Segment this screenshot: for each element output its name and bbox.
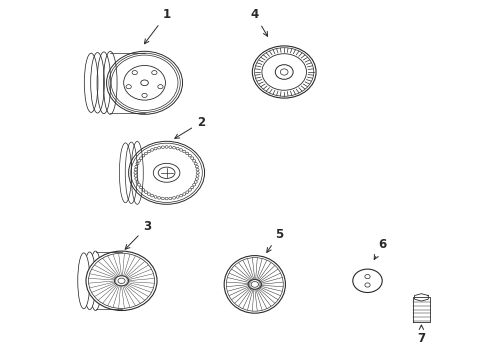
Text: 7: 7	[417, 325, 425, 345]
Ellipse shape	[114, 276, 128, 286]
Ellipse shape	[86, 251, 157, 310]
Ellipse shape	[158, 85, 163, 89]
Ellipse shape	[90, 251, 101, 310]
Text: 2: 2	[175, 116, 205, 138]
Ellipse shape	[255, 48, 314, 96]
Ellipse shape	[153, 163, 180, 182]
Ellipse shape	[152, 71, 157, 75]
Text: 3: 3	[125, 220, 151, 249]
Ellipse shape	[131, 143, 202, 202]
Ellipse shape	[89, 253, 154, 309]
Ellipse shape	[132, 71, 137, 75]
Ellipse shape	[128, 141, 205, 204]
Ellipse shape	[123, 66, 166, 100]
Ellipse shape	[158, 167, 175, 179]
Ellipse shape	[275, 65, 293, 79]
Ellipse shape	[111, 55, 178, 111]
Ellipse shape	[107, 51, 183, 114]
Ellipse shape	[353, 269, 382, 292]
Ellipse shape	[365, 283, 370, 287]
Text: 1: 1	[145, 8, 171, 44]
Ellipse shape	[251, 282, 259, 287]
Ellipse shape	[280, 69, 288, 75]
Ellipse shape	[84, 252, 96, 310]
Ellipse shape	[78, 253, 90, 309]
Ellipse shape	[142, 93, 147, 98]
Ellipse shape	[262, 54, 307, 90]
Ellipse shape	[118, 278, 125, 283]
Ellipse shape	[248, 279, 262, 289]
Ellipse shape	[141, 80, 148, 86]
Ellipse shape	[109, 53, 180, 112]
Ellipse shape	[126, 85, 131, 89]
Text: 5: 5	[267, 228, 283, 252]
Ellipse shape	[252, 46, 316, 98]
Text: 4: 4	[251, 8, 268, 36]
Ellipse shape	[365, 274, 370, 279]
Text: 6: 6	[374, 238, 386, 260]
Ellipse shape	[224, 256, 285, 313]
